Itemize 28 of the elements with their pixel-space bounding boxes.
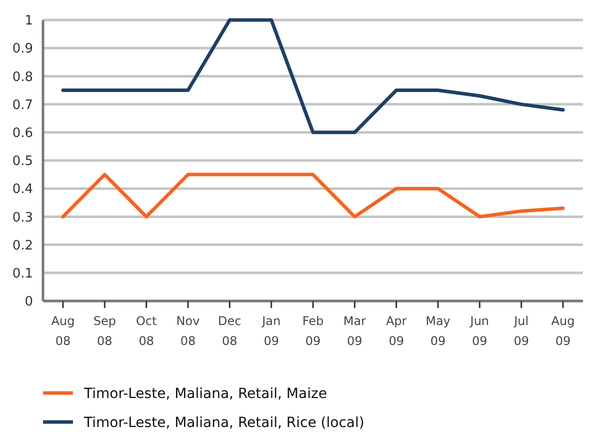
x-tick-label: Sep 08 [93, 314, 116, 348]
y-tick-label: 0.3 [12, 210, 33, 226]
x-tick-label: Jan 09 [261, 314, 281, 348]
x-tick-label: Dec 08 [218, 314, 242, 348]
x-tick-label: Jun 09 [469, 314, 490, 348]
x-tick-label: May 09 [426, 314, 450, 348]
line-series [61, 18, 565, 134]
y-tick-label: 0.6 [12, 126, 33, 141]
x-tick-label: Aug 09 [551, 314, 575, 348]
y-tick-label: 0.7 [12, 98, 33, 113]
y-tick-label: 0.2 [12, 238, 33, 254]
y-tick-label: 0.8 [12, 70, 33, 85]
x-tick-label: Aug 08 [51, 314, 75, 348]
line-series [61, 172, 565, 218]
y-tick-label: 1 [24, 14, 33, 29]
y-tick-label: 0 [24, 294, 33, 310]
y-tick-label: 0.9 [12, 42, 33, 57]
legend-label: Timor-Leste, Maliana, Retail, Rice (local) [83, 414, 364, 431]
y-tick-label: 0.4 [12, 182, 33, 198]
x-tick-label: Mar 09 [343, 314, 366, 348]
y-tick-label: 0.1 [12, 266, 33, 282]
x-tick-label: Apr 09 [386, 314, 407, 348]
x-tick-label: Nov 08 [176, 314, 200, 348]
x-tick-label: Feb 09 [302, 314, 324, 348]
y-tick-label: 0.5 [12, 154, 33, 170]
x-tick-label: Jul 09 [513, 314, 529, 348]
x-tick-label: Oct 08 [136, 314, 157, 348]
legend-label: Timor-Leste, Maliana, Retail, Maize [83, 386, 327, 402]
